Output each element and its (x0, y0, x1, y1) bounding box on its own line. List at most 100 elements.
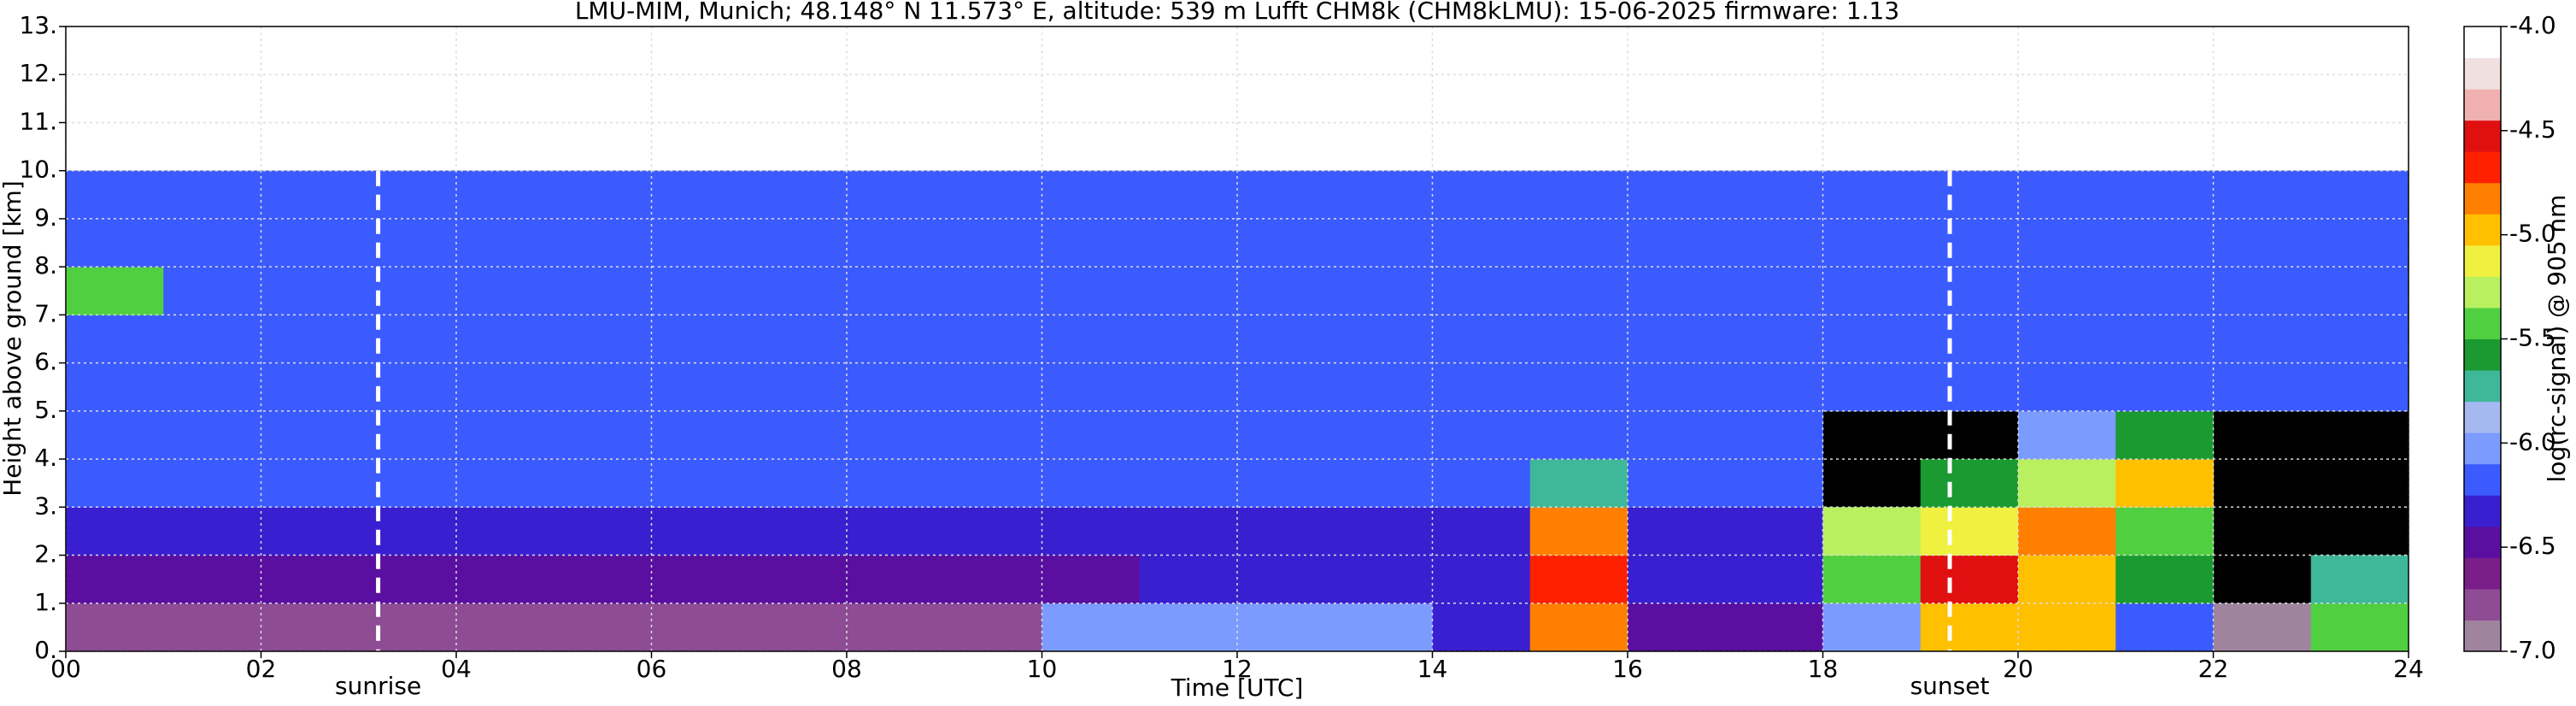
colorbar-band (2464, 276, 2501, 309)
colorbar-tick-label: -5.5 (2509, 324, 2556, 352)
heatmap-cell (1335, 555, 1433, 604)
heatmap-cell (1237, 315, 1335, 364)
heatmap-cell (1725, 555, 1823, 604)
heatmap-cell (1920, 507, 2019, 556)
heatmap-cell (1822, 315, 1922, 364)
y-tick-label: 1. (34, 588, 57, 616)
heatmap-cell (847, 267, 945, 315)
heatmap-cell (748, 315, 848, 364)
heatmap-cell (2115, 267, 2214, 315)
heatmap-cell (1432, 507, 1531, 556)
heatmap-cell (358, 315, 457, 364)
heatmap-cell (554, 555, 652, 604)
heatmap-cell (1432, 315, 1531, 364)
heatmap-cell (66, 555, 164, 604)
heatmap-cell (944, 410, 1042, 460)
colorbar-band (2464, 244, 2501, 277)
heatmap-cell (847, 555, 945, 604)
heatmap-cell (2018, 218, 2116, 268)
colorbar-band (2464, 151, 2501, 184)
heatmap-cell (1822, 507, 1922, 556)
heatmap-cell (2018, 410, 2116, 460)
heatmap-cell (2018, 555, 2116, 604)
heatmap-cell (66, 267, 164, 315)
heatmap-cell (1042, 507, 1141, 556)
colorbar-tick-label: -4.5 (2509, 115, 2556, 144)
heatmap-cell (1628, 507, 1726, 556)
heatmap-cell (2213, 170, 2312, 220)
heatmap-cell (358, 267, 457, 315)
heatmap-cell (1725, 170, 1823, 220)
heatmap-cell (2018, 170, 2116, 220)
heatmap-cell (261, 555, 360, 604)
heatmap-cell (1432, 603, 1531, 652)
heatmap-cell (748, 362, 848, 412)
event-label: sunset (1910, 672, 1990, 700)
x-tick-label: 14 (1417, 655, 1448, 683)
y-tick-label: 2. (34, 540, 57, 568)
heatmap-cell (1628, 362, 1726, 412)
heatmap-cell (163, 459, 261, 508)
x-tick-label: 02 (246, 655, 277, 683)
heatmap-cell (651, 507, 750, 556)
heatmap-cell (651, 170, 750, 220)
heatmap-cell (1822, 267, 1922, 315)
heatmap-cell (554, 267, 652, 315)
heatmap-cell (1920, 315, 2019, 364)
colorbar-band (2464, 620, 2501, 652)
heatmap-cell (1628, 555, 1726, 604)
x-tick-label: 08 (831, 655, 862, 683)
heatmap-cell (1139, 459, 1238, 508)
x-tick-label: 06 (637, 655, 667, 683)
heatmap-cell (1432, 218, 1531, 268)
heatmap-cell (66, 315, 164, 364)
heatmap-cell (651, 218, 750, 268)
x-axis-label: Time [UTC] (1171, 674, 1304, 702)
chart-title: LMU-MIM, Munich; 48.148° N 11.573° E, al… (575, 0, 1899, 25)
heatmap-cell (1139, 555, 1238, 604)
y-tick-label: 7. (34, 299, 57, 327)
y-tick-label: 12. (19, 59, 57, 87)
x-tick-label: 20 (2003, 655, 2033, 683)
heatmap-cell (651, 603, 750, 652)
heatmap-cell (1822, 218, 1922, 268)
colorbar-tick-label: -6.5 (2509, 532, 2556, 560)
heatmap-cell (1432, 459, 1531, 508)
heatmap-cell (1920, 170, 2019, 220)
heatmap-cell (944, 218, 1042, 268)
heatmap-cell (66, 410, 164, 460)
heatmap-cell (1920, 459, 2019, 508)
heatmap-cell (1725, 603, 1823, 652)
x-tick-label: 10 (1027, 655, 1058, 683)
x-tick-label: 18 (1808, 655, 1839, 683)
heatmap-cell (2213, 315, 2312, 364)
x-tick-label: 00 (50, 655, 81, 683)
colorbar-band (2464, 26, 2501, 59)
heatmap-cell (748, 603, 848, 652)
heatmap-cell (847, 507, 945, 556)
heatmap-cell (2018, 362, 2116, 412)
heatmap-cell (1335, 267, 1433, 315)
heatmap-cell (1529, 218, 1628, 268)
heatmap-cell (2310, 267, 2409, 315)
heatmap-cell (944, 170, 1042, 220)
heatmap-cell (2115, 459, 2214, 508)
heatmap-cell (1042, 170, 1141, 220)
heatmap-cell (847, 315, 945, 364)
heatmap-cell (456, 410, 555, 460)
colorbar-tick-label: -4.0 (2509, 11, 2556, 39)
heatmap-cell (358, 603, 457, 652)
heatmap-cell (1432, 170, 1531, 220)
heatmap-cell (944, 507, 1042, 556)
heatmap-cell (66, 218, 164, 268)
heatmap-cell (1335, 410, 1433, 460)
heatmap-cell (1529, 170, 1628, 220)
heatmap-cell (651, 459, 750, 508)
heatmap-cell (2310, 555, 2409, 604)
heatmap-cell (1725, 507, 1823, 556)
heatmap-cell (1042, 267, 1141, 315)
heatmap-cell (2018, 315, 2116, 364)
heatmap-cell (1628, 267, 1726, 315)
heatmap-cell (554, 170, 652, 220)
